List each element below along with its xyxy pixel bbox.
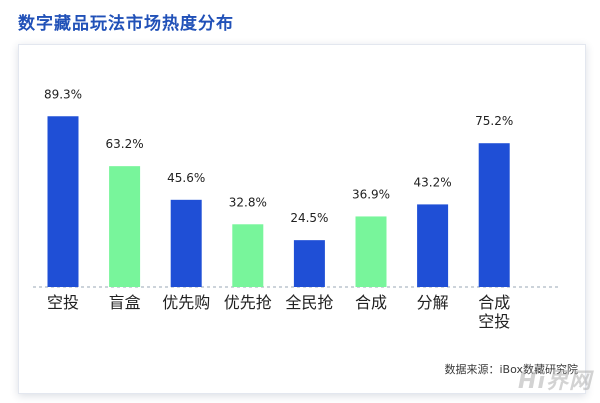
category-label-4: 全民抢 bbox=[285, 293, 333, 312]
bar-7 bbox=[478, 143, 510, 287]
value-label-0: 89.3% bbox=[44, 87, 82, 101]
category-label-7-1: 空投 bbox=[478, 312, 510, 331]
bar-3 bbox=[232, 224, 264, 287]
category-label-0: 空投 bbox=[47, 293, 79, 312]
value-label-6: 43.2% bbox=[414, 175, 452, 189]
value-label-5: 36.9% bbox=[352, 187, 390, 201]
value-label-4: 24.5% bbox=[290, 211, 328, 225]
bar-1 bbox=[109, 166, 141, 287]
category-label-6: 分解 bbox=[417, 293, 449, 312]
bar-0 bbox=[47, 116, 79, 288]
chart-title: 数字藏品玩法市场热度分布 bbox=[18, 14, 234, 34]
category-label-3: 优先抢 bbox=[224, 293, 272, 312]
category-label-2: 优先购 bbox=[162, 293, 210, 312]
watermark-logo: Hi界网 bbox=[518, 369, 592, 394]
value-label-2: 45.6% bbox=[167, 171, 205, 185]
bar-chart: 89.3% 空投 63.2% 盲盒 45.6% 优先购 32.8% 优先抢 24.5% 全民抢 36… bbox=[33, 87, 559, 331]
category-label-7-0: 合成 bbox=[478, 293, 510, 312]
bar-6 bbox=[417, 204, 449, 287]
category-label-1: 盲盒 bbox=[109, 293, 141, 312]
value-label-1: 63.2% bbox=[106, 137, 144, 151]
data-source: 数据来源：iBox数藏研究院 bbox=[444, 363, 578, 376]
value-label-7: 75.2% bbox=[475, 114, 513, 128]
bar-4 bbox=[293, 240, 325, 287]
value-label-3: 32.8% bbox=[229, 195, 267, 209]
category-label-5: 合成 bbox=[355, 293, 387, 312]
bar-2 bbox=[170, 199, 202, 287]
bar-5 bbox=[355, 216, 387, 287]
chart-panel: 89.3% 空投 63.2% 盲盒 45.6% 优先购 32.8% 优先抢 24.5% 全民抢 36… bbox=[18, 44, 586, 394]
